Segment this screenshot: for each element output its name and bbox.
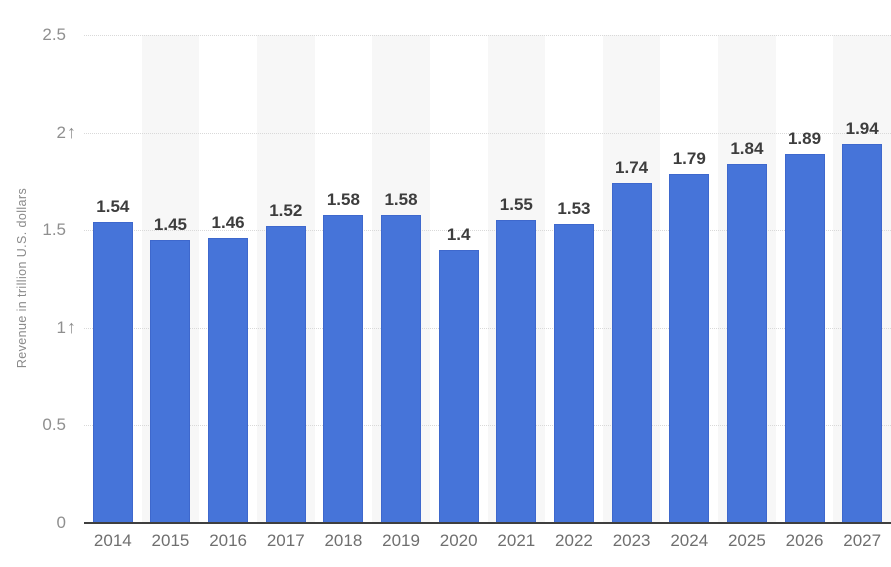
bar-2023[interactable]	[611, 183, 652, 523]
bar-value-label: 1.45	[153, 214, 187, 234]
y-axis-title: Revenue in trillion U.S. dollars	[15, 187, 29, 369]
y-axis-tick-label: 2.5	[0, 25, 66, 45]
x-axis-label-2015: 2015	[151, 531, 190, 550]
bar-value-label: 1.94	[845, 119, 879, 139]
tick-text: 0.5	[42, 415, 66, 435]
bar-2019[interactable]	[381, 214, 422, 523]
gridline	[84, 35, 891, 36]
gridline	[84, 425, 891, 427]
x-axis-label-2023: 2023	[612, 531, 651, 550]
x-axis-label-2018: 2018	[324, 531, 363, 550]
bar-value-label: 1.89	[787, 129, 822, 149]
bar-2022[interactable]	[553, 224, 594, 523]
x-axis-label-2020: 2020	[439, 531, 478, 550]
bar-2021[interactable]	[496, 220, 537, 523]
bar-value-label: 1.54	[96, 197, 130, 217]
x-axis-label-2019: 2019	[382, 531, 420, 550]
bar-2027[interactable]	[842, 144, 883, 523]
bar-2014[interactable]	[92, 222, 133, 523]
y-axis-tick-label: 1.5	[0, 220, 66, 240]
bar-value-label: 1.58	[384, 189, 418, 209]
bar-2020[interactable]	[438, 249, 479, 523]
x-axis-label-2024: 2024	[670, 531, 709, 550]
bar-2016[interactable]	[208, 238, 249, 523]
x-axis-label-2027: 2027	[843, 531, 882, 550]
bar-value-label: 1.46	[211, 213, 245, 232]
y-axis-tick-label: 0	[0, 513, 66, 533]
bar-2017[interactable]	[265, 226, 306, 523]
bar-value-label: 1.4	[446, 224, 471, 244]
tick-text: 2.5	[42, 25, 66, 44]
x-axis-label-2025: 2025	[727, 531, 766, 550]
x-axis-label-2026: 2026	[785, 531, 824, 550]
bar-2024[interactable]	[669, 173, 710, 523]
gridline	[84, 132, 891, 134]
bar-value-label: 1.58	[326, 189, 360, 209]
tick-text: 0	[56, 513, 66, 532]
gridline	[84, 327, 891, 329]
bar-value-label: 1.52	[269, 201, 303, 221]
tick-text: 2	[56, 122, 66, 142]
tick-text: 1.5	[42, 220, 66, 240]
bar-value-label: 1.79	[672, 148, 706, 168]
bar-2026[interactable]	[784, 154, 825, 523]
x-axis-line	[84, 522, 891, 524]
x-axis-label-2014: 2014	[93, 531, 132, 550]
bar-value-label: 1.74	[615, 158, 649, 178]
bar-2015[interactable]	[150, 239, 191, 523]
y-axis-tick-label: 2 ↑	[0, 122, 76, 143]
tick-text: 1	[56, 317, 66, 337]
bar-2018[interactable]	[323, 214, 364, 523]
bar-value-label: 1.84	[730, 138, 764, 158]
x-axis-label-2016: 2016	[209, 531, 248, 550]
x-axis-label-2022: 2022	[555, 531, 593, 550]
y-axis-tick-label: 1 ↑	[0, 317, 76, 338]
gridline	[84, 230, 891, 232]
x-axis-label-2017: 2017	[266, 531, 305, 550]
bar-value-label: 1.53	[557, 199, 591, 219]
bar-value-label: 1.55	[499, 195, 533, 215]
up-arrow-icon: ↑	[67, 121, 76, 142]
x-axis-label-2021: 2021	[497, 531, 536, 550]
bar-2025[interactable]	[726, 163, 767, 523]
plot-area: 1.54 1.45 1.46 1.52 1.58 1.58 1.4 1.55 1.53 1.74 1…	[84, 0, 891, 524]
y-axis-tick-label: 0.5	[0, 415, 66, 435]
up-arrow-icon: ↑	[67, 316, 76, 337]
